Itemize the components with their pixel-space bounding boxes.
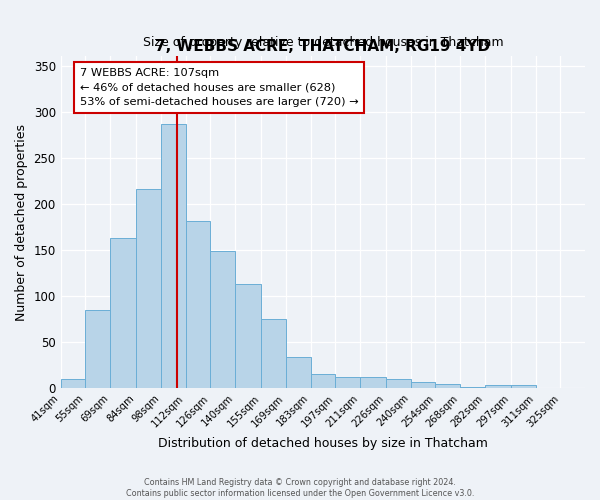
Bar xyxy=(436,384,460,388)
Bar xyxy=(110,238,136,388)
Bar xyxy=(185,222,210,388)
Bar xyxy=(386,379,411,388)
Text: Contains HM Land Registry data © Crown copyright and database right 2024.
Contai: Contains HM Land Registry data © Crown c… xyxy=(126,478,474,498)
Bar xyxy=(335,377,360,388)
Bar xyxy=(210,251,235,388)
Text: 7 WEBBS ACRE: 107sqm
← 46% of detached houses are smaller (628)
53% of semi-deta: 7 WEBBS ACRE: 107sqm ← 46% of detached h… xyxy=(80,68,359,107)
Bar xyxy=(485,386,511,388)
Bar xyxy=(360,377,386,388)
Text: Size of property relative to detached houses in Thatcham: Size of property relative to detached ho… xyxy=(143,36,503,49)
Bar xyxy=(136,189,161,388)
Bar xyxy=(235,284,261,388)
Bar xyxy=(411,382,436,388)
Y-axis label: Number of detached properties: Number of detached properties xyxy=(15,124,28,321)
Bar xyxy=(61,379,85,388)
Title: 7, WEBBS ACRE, THATCHAM, RG19 4YD: 7, WEBBS ACRE, THATCHAM, RG19 4YD xyxy=(155,39,490,54)
Bar xyxy=(161,124,185,388)
Bar xyxy=(311,374,335,388)
Bar xyxy=(286,357,311,388)
Bar xyxy=(511,386,536,388)
Bar xyxy=(261,319,286,388)
X-axis label: Distribution of detached houses by size in Thatcham: Distribution of detached houses by size … xyxy=(158,437,488,450)
Bar xyxy=(85,310,110,388)
